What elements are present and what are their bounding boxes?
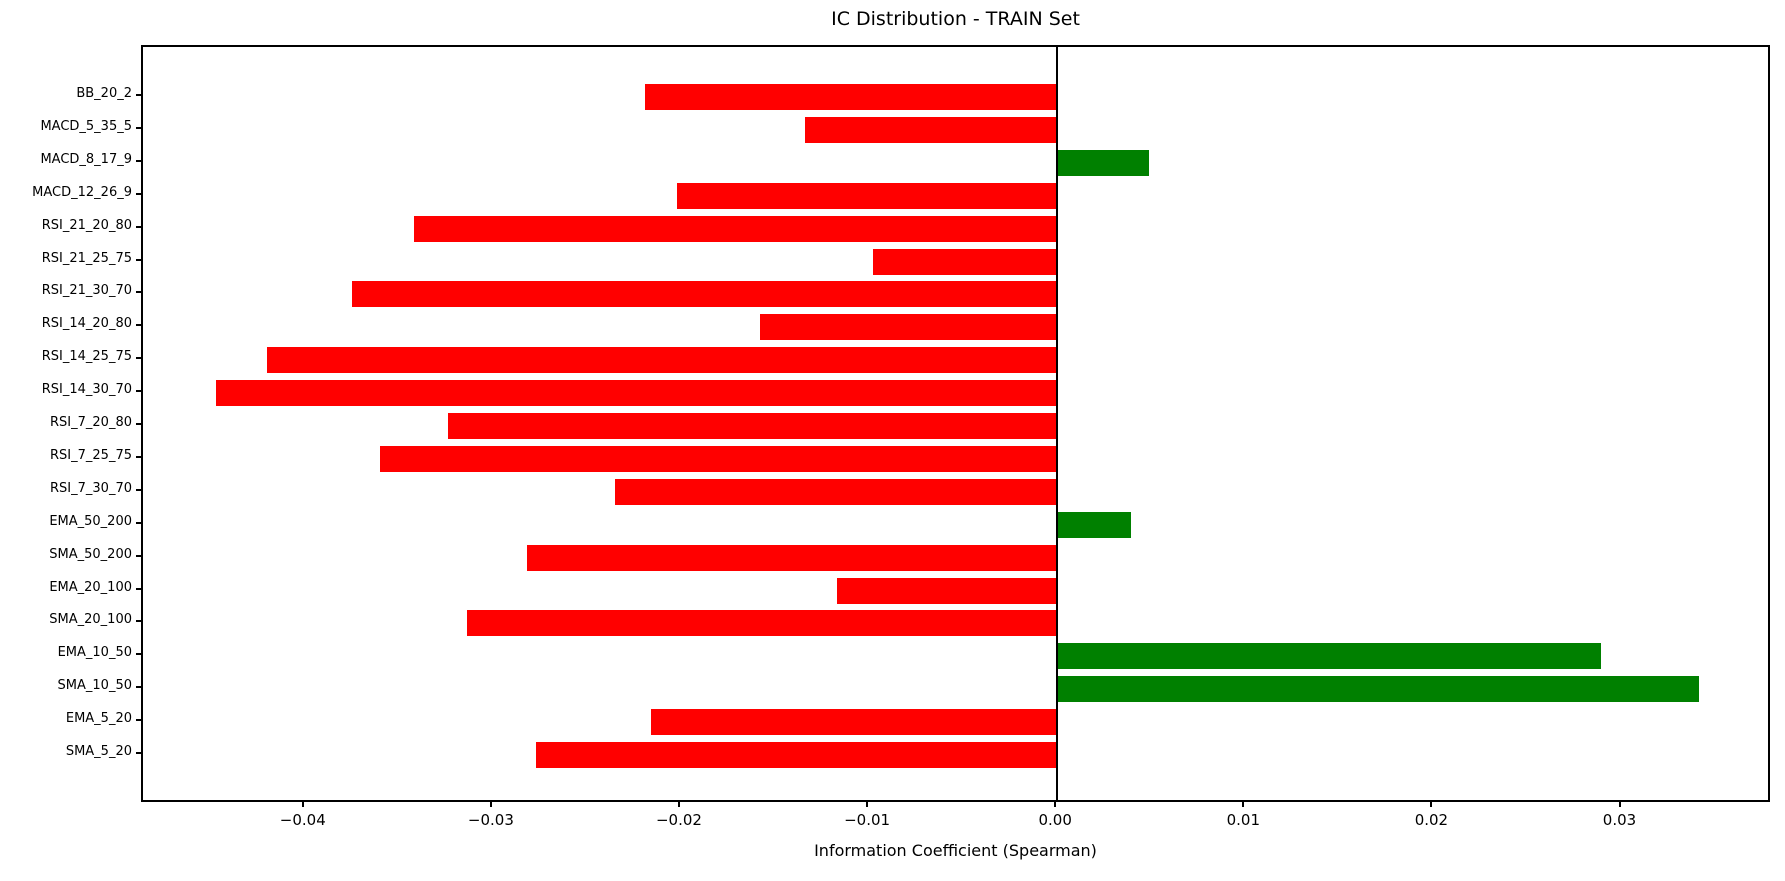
y-tick-mark: [136, 620, 141, 623]
bar-MACD_5_35_5: [805, 116, 1058, 143]
x-tick-mark: [1618, 802, 1621, 807]
zero-reference-line: [1056, 47, 1059, 800]
y-tick-mark: [136, 225, 141, 228]
y-tick-mark: [136, 159, 141, 162]
y-axis-label-EMA_20_100: EMA_20_100: [49, 579, 132, 595]
y-tick-mark: [136, 653, 141, 656]
y-tick-mark: [136, 423, 141, 425]
x-tick-label: −0.01: [844, 811, 891, 829]
x-tick-mark: [677, 802, 680, 807]
y-tick-mark: [136, 752, 141, 754]
y-tick-mark: [136, 94, 141, 96]
bar-RSI_14_30_70: [216, 380, 1058, 407]
y-tick-mark: [136, 357, 141, 360]
x-tick-label: 0.02: [1414, 811, 1449, 829]
y-axis-label-RSI_21_30_70: RSI_21_30_70: [41, 283, 132, 299]
y-axis-label-SMA_10_50: SMA_10_50: [57, 678, 132, 694]
y-tick-mark: [136, 291, 141, 294]
x-tick-mark: [1242, 802, 1245, 807]
y-axis-label-EMA_50_200: EMA_50_200: [49, 513, 132, 529]
bar-SMA_5_20: [536, 742, 1058, 768]
y-tick-mark: [136, 126, 141, 129]
x-tick-mark: [866, 802, 869, 807]
y-axis-label-MACD_12_26_9: MACD_12_26_9: [32, 184, 132, 200]
bar-SMA_20_100: [466, 610, 1058, 637]
bar-RSI_7_20_80: [447, 413, 1058, 439]
bar-BB_20_2: [645, 84, 1058, 110]
y-tick-mark: [136, 521, 141, 524]
bar-RSI_21_25_75: [872, 248, 1058, 275]
y-axis-label-MACD_8_17_9: MACD_8_17_9: [40, 151, 132, 167]
y-axis-label-RSI_14_30_70: RSI_14_30_70: [41, 382, 132, 398]
y-axis-label-RSI_14_20_80: RSI_14_20_80: [41, 316, 132, 332]
y-tick-mark: [136, 455, 141, 458]
bar-MACD_8_17_9: [1057, 149, 1150, 176]
bar-EMA_50_200: [1057, 511, 1131, 538]
bar-EMA_10_50: [1057, 643, 1601, 670]
y-tick-mark: [136, 719, 141, 722]
y-axis-label-SMA_50_200: SMA_50_200: [49, 546, 132, 562]
y-axis-label-EMA_10_50: EMA_10_50: [57, 645, 132, 661]
plot-area: [141, 45, 1770, 802]
x-tick-mark: [301, 802, 304, 807]
y-tick-mark: [136, 258, 141, 261]
y-axis-label-RSI_7_30_70: RSI_7_30_70: [50, 480, 132, 496]
y-tick-mark: [136, 587, 141, 590]
bar-SMA_10_50: [1057, 676, 1699, 703]
y-axis-label-SMA_20_100: SMA_20_100: [49, 612, 132, 628]
bar-RSI_7_30_70: [615, 478, 1058, 505]
x-tick-mark: [1430, 802, 1433, 807]
y-axis-label-RSI_21_25_75: RSI_21_25_75: [41, 250, 132, 266]
y-axis-label-SMA_5_20: SMA_5_20: [65, 744, 132, 759]
y-axis-label-RSI_14_25_75: RSI_14_25_75: [41, 349, 132, 365]
chart-title: IC Distribution - TRAIN Set: [831, 8, 1080, 30]
y-axis-label-BB_20_2: BB_20_2: [76, 86, 132, 101]
y-tick-mark: [136, 324, 141, 327]
y-tick-mark: [136, 686, 141, 689]
bar-RSI_21_20_80: [413, 215, 1058, 242]
y-tick-mark: [136, 488, 141, 491]
y-axis-label-EMA_5_20: EMA_5_20: [65, 711, 132, 727]
x-axis-title: Information Coefficient (Spearman): [814, 841, 1097, 860]
y-tick-mark: [136, 554, 141, 557]
y-axis-label-MACD_5_35_5: MACD_5_35_5: [40, 118, 132, 134]
x-tick-label: 0.03: [1602, 811, 1637, 829]
y-axis-label-RSI_7_25_75: RSI_7_25_75: [50, 447, 132, 463]
y-axis-label-RSI_7_20_80: RSI_7_20_80: [50, 415, 132, 430]
x-tick-mark: [489, 802, 492, 807]
bar-EMA_20_100: [837, 577, 1058, 604]
y-tick-mark: [136, 192, 141, 195]
y-axis-label-RSI_21_20_80: RSI_21_20_80: [41, 217, 132, 233]
y-tick-mark: [136, 390, 141, 393]
bar-MACD_12_26_9: [677, 182, 1058, 209]
bar-RSI_7_25_75: [380, 445, 1058, 472]
bar-EMA_5_20: [650, 709, 1058, 736]
x-tick-label: 0.01: [1226, 811, 1260, 829]
x-tick-label: −0.02: [655, 811, 702, 829]
bar-RSI_14_20_80: [759, 314, 1058, 341]
x-tick-label: 0.00: [1038, 811, 1072, 829]
bar-SMA_50_200: [526, 544, 1058, 571]
bar-RSI_14_25_75: [267, 347, 1058, 374]
bar-RSI_21_30_70: [351, 281, 1058, 308]
x-tick-mark: [1054, 802, 1057, 807]
x-tick-label: −0.03: [467, 811, 514, 829]
x-tick-label: −0.04: [279, 811, 326, 829]
